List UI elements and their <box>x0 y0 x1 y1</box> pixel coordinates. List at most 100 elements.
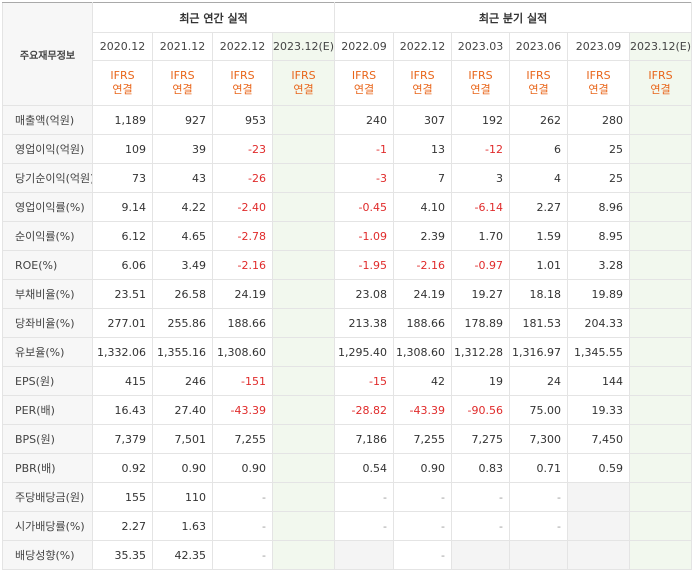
consolidated-label: 연결 <box>470 83 491 96</box>
table-cell: 204.33 <box>567 308 631 338</box>
ifrs-basis-label: IFRS 연결 <box>393 60 453 106</box>
table-cell: 35.35 <box>92 540 153 570</box>
table-cell: 192 <box>451 105 511 135</box>
table-cell: 953 <box>212 105 273 135</box>
table-cell: 178.89 <box>451 308 511 338</box>
table-row: 매출액(억원) 1,189 927 953 240 307 192 262 280 <box>2 105 693 135</box>
annual-results-title: 최근 연간 실적 <box>91 2 336 33</box>
table-cell: -1 <box>334 134 395 164</box>
table-cell <box>271 308 336 338</box>
table-cell: 188.66 <box>212 308 273 338</box>
row-label: BPS(원) <box>2 424 93 454</box>
table-cell <box>629 337 693 367</box>
table-cell: -0.97 <box>451 250 511 280</box>
table-cell: - <box>212 540 273 570</box>
table-cell: 277.01 <box>92 308 153 338</box>
row-label: EPS(원) <box>2 366 93 396</box>
row-label: ROE(%) <box>2 250 93 280</box>
table-cell: -90.56 <box>451 395 511 425</box>
row-label: 배당성향(%) <box>2 540 93 570</box>
table-cell: 0.54 <box>334 453 395 483</box>
table-cell: 0.90 <box>393 453 453 483</box>
table-cell: 43 <box>152 163 213 193</box>
table-row: 주당배당금(원) 155 110- - - - - <box>2 482 693 512</box>
table-cell: 4.65 <box>152 221 213 251</box>
table-cell <box>271 511 336 541</box>
ifrs-label: IFRS <box>230 69 255 82</box>
row-label: 시가배당률(%) <box>2 511 93 541</box>
table-cell <box>629 308 693 338</box>
table-cell: 1.63 <box>152 511 213 541</box>
table-cell: 6.06 <box>92 250 153 280</box>
row-label: 매출액(억원) <box>2 105 93 135</box>
table-cell: 9.14 <box>92 192 153 222</box>
table-cell <box>629 482 693 512</box>
ifrs-label: IFRS <box>526 69 551 82</box>
table-cell: 1.59 <box>509 221 569 251</box>
ifrs-basis-label: IFRS 연결 <box>567 60 631 106</box>
table-cell <box>271 395 336 425</box>
table-cell: 8.95 <box>567 221 631 251</box>
row-label: 유보율(%) <box>2 337 93 367</box>
table-cell: 1,355.16 <box>152 337 213 367</box>
table-cell: 109 <box>92 134 153 164</box>
table-cell <box>271 366 336 396</box>
table-cell <box>567 540 631 570</box>
table-cell <box>629 540 693 570</box>
table-cell: 213.38 <box>334 308 395 338</box>
ifrs-label: IFRS <box>110 69 135 82</box>
table-cell: 73 <box>92 163 153 193</box>
table-cell <box>271 337 336 367</box>
table-cell: 75.00 <box>509 395 569 425</box>
ifrs-basis-label: IFRS 연결 <box>509 60 569 106</box>
table-row: 당좌비율(%) 277.01 255.86 188.66 213.38 188.66 178… <box>2 308 693 338</box>
ifrs-label: IFRS <box>291 69 316 82</box>
table-cell <box>629 279 693 309</box>
table-row: 시가배당률(%) 2.27 1.63- - - - - <box>2 511 693 541</box>
table-cell: 13 <box>393 134 453 164</box>
quarter-period-header: 2022.12 <box>393 32 453 61</box>
table-cell: 7,255 <box>212 424 273 454</box>
consolidated-label: 연결 <box>232 83 253 96</box>
row-label-header: 주요재무정보 <box>2 2 93 106</box>
table-cell <box>271 250 336 280</box>
quarter-period-header: 2023.09 <box>567 32 631 61</box>
ifrs-basis-label: IFRS 연결 <box>92 60 153 106</box>
table-row: 부채비율(%) 23.51 26.58 24.19 23.08 24.19 19.27 18.… <box>2 279 693 309</box>
table-row: EPS(원) 415 246 -151 -15 42 19 24 144 <box>2 366 693 396</box>
table-cell: 8.96 <box>567 192 631 222</box>
table-cell: 6 <box>509 134 569 164</box>
table-cell: 280 <box>567 105 631 135</box>
table-cell: 1,316.97 <box>509 337 569 367</box>
table-cell: 0.83 <box>451 453 511 483</box>
table-cell <box>271 424 336 454</box>
table-cell <box>271 192 336 222</box>
table-cell: -26 <box>212 163 273 193</box>
table-cell: - <box>212 511 273 541</box>
row-label: 당좌비율(%) <box>2 308 93 338</box>
table-cell: 0.59 <box>567 453 631 483</box>
table-cell: 1,308.60 <box>393 337 453 367</box>
quarter-period-header: 2023.03 <box>451 32 511 61</box>
consolidated-label: 연결 <box>588 83 609 96</box>
row-label: PER(배) <box>2 395 93 425</box>
ifrs-label: IFRS <box>410 69 435 82</box>
table-cell: 7,275 <box>451 424 511 454</box>
table-cell: 7 <box>393 163 453 193</box>
annual-period-header: 2022.12 <box>212 32 273 61</box>
table-cell: 7,379 <box>92 424 153 454</box>
table-cell <box>271 134 336 164</box>
consolidated-label: 연결 <box>528 83 549 96</box>
table-cell: 1,332.06 <box>92 337 153 367</box>
table-cell <box>629 366 693 396</box>
row-label: 주당배당금(원) <box>2 482 93 512</box>
table-cell: -2.40 <box>212 192 273 222</box>
table-cell <box>567 511 631 541</box>
table-cell: 927 <box>152 105 213 135</box>
table-cell: 1,189 <box>92 105 153 135</box>
row-label: 부채비율(%) <box>2 279 93 309</box>
annual-period-header: 2021.12 <box>152 32 213 61</box>
table-row: ROE(%) 6.06 3.49 -2.16 -1.95 -2.16 -0.97 1.01 3.… <box>2 250 693 280</box>
table-cell: -23 <box>212 134 273 164</box>
